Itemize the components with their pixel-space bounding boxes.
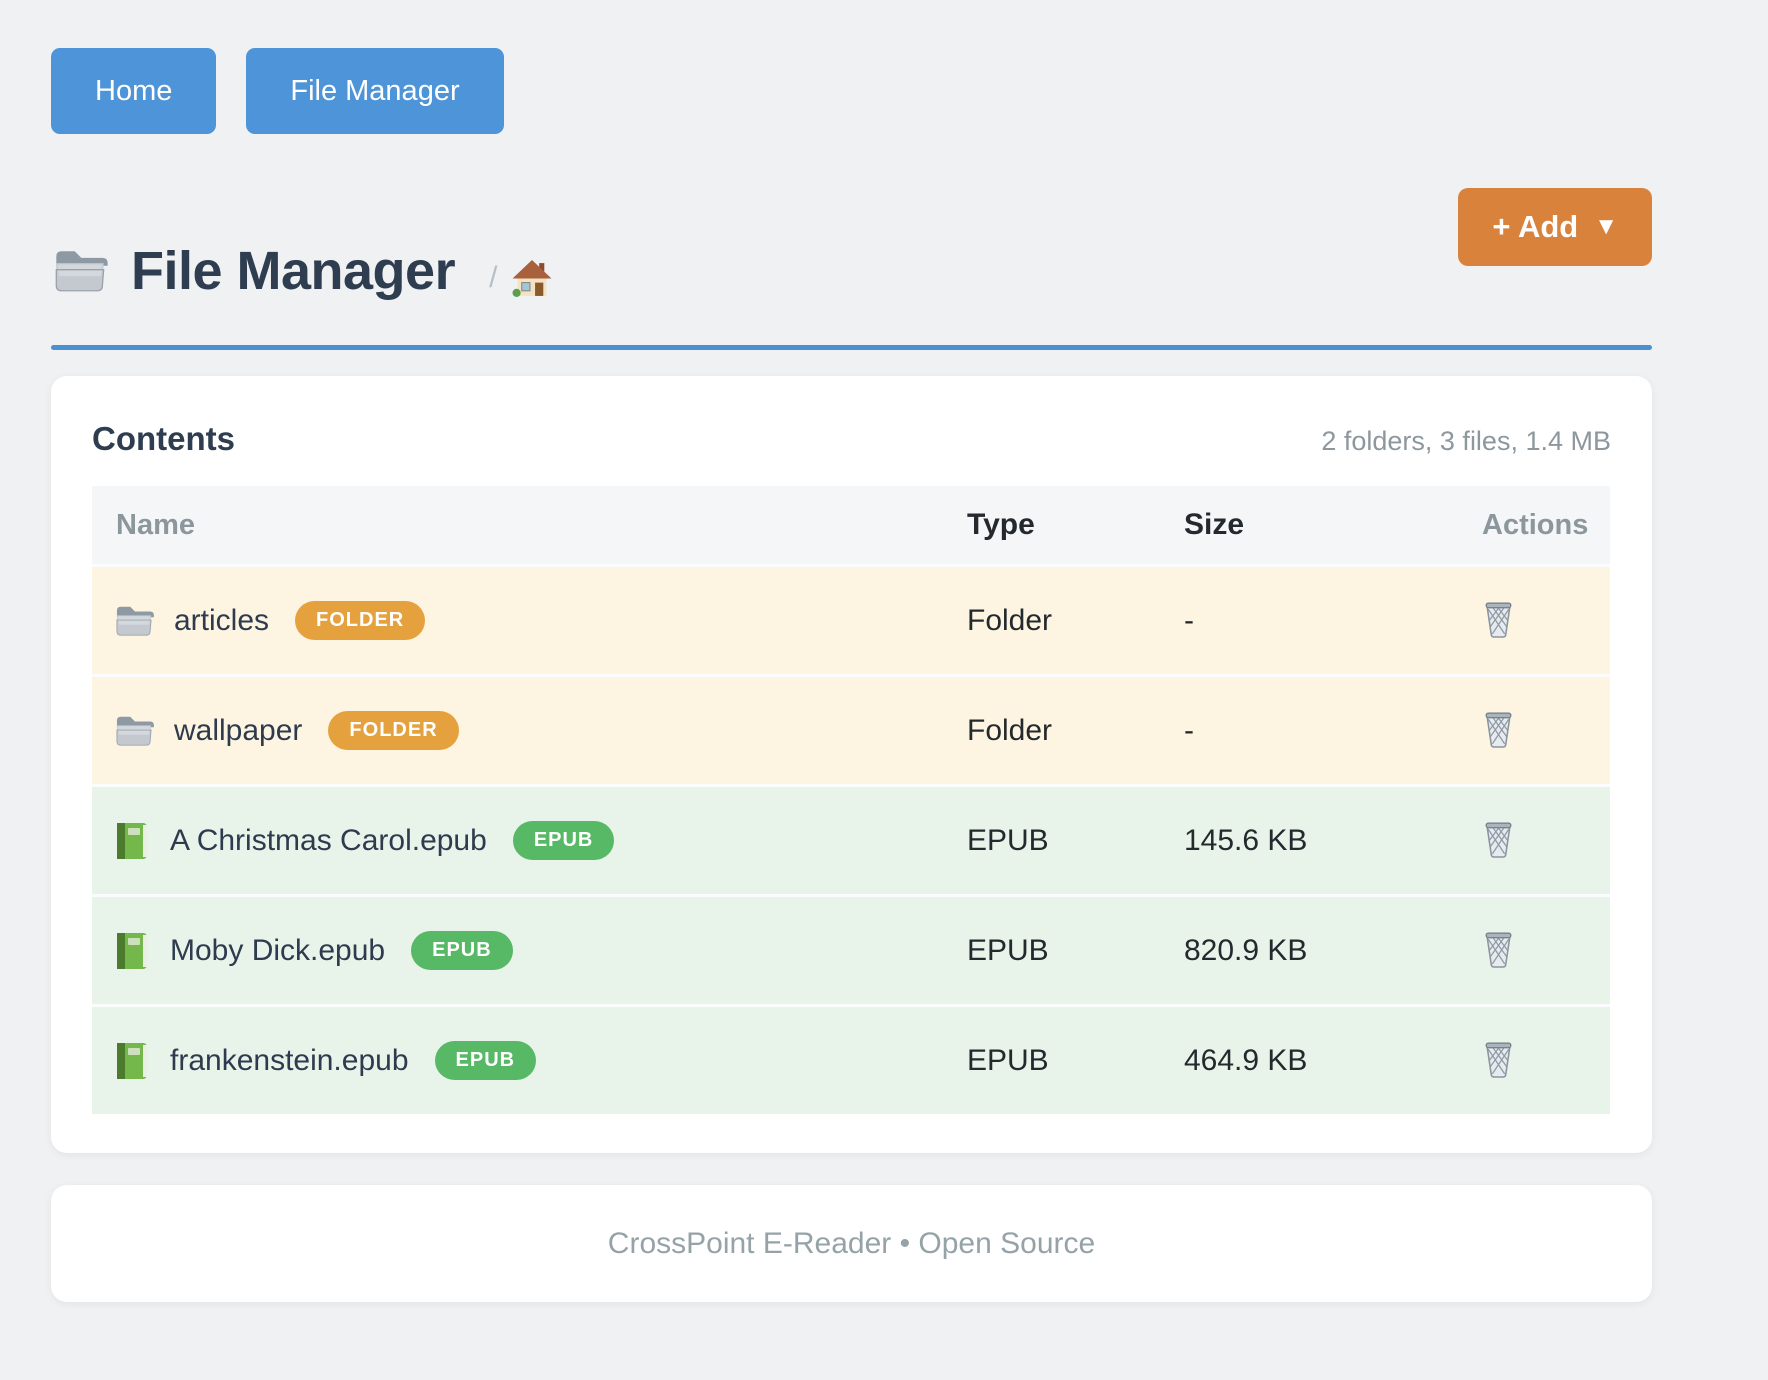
contents-card-header: Contents 2 folders, 3 files, 1.4 MB xyxy=(92,420,1611,458)
file-name-link[interactable]: frankenstein.epub xyxy=(170,1043,409,1077)
file-name-link[interactable]: wallpaper xyxy=(174,713,303,747)
file-type-badge: FOLDER xyxy=(328,711,459,750)
trash-icon xyxy=(1482,819,1515,858)
green-book-icon xyxy=(114,1041,150,1081)
actions-cell xyxy=(1470,819,1610,863)
actions-cell xyxy=(1470,599,1610,643)
actions-cell xyxy=(1470,709,1610,753)
file-name-cell: frankenstein.epub EPUB xyxy=(92,1041,967,1081)
delete-button[interactable] xyxy=(1482,599,1515,638)
green-book-icon xyxy=(114,931,150,971)
column-header-type: Type xyxy=(967,508,1035,541)
page: Home File Manager File Manager / + Add ▼… xyxy=(51,0,1652,1302)
green-book-icon xyxy=(114,821,150,861)
file-type-cell: Folder xyxy=(967,603,1053,637)
add-button-label: + Add xyxy=(1492,209,1579,244)
trash-icon xyxy=(1482,929,1515,968)
file-size-cell: - xyxy=(1184,713,1194,747)
page-header: File Manager / + Add ▼ xyxy=(51,188,1652,320)
contents-table: Name Type Size Actions articles FOLDER F… xyxy=(92,486,1610,1114)
column-header-size: Size xyxy=(1184,508,1245,541)
folder-icon xyxy=(114,713,155,749)
file-name-cell: articles FOLDER xyxy=(92,601,967,640)
file-name-link[interactable]: articles xyxy=(174,603,270,637)
add-button[interactable]: + Add ▼ xyxy=(1458,188,1652,266)
file-name-cell: A Christmas Carol.epub EPUB xyxy=(92,821,967,861)
column-header-name: Name xyxy=(116,508,195,541)
delete-button[interactable] xyxy=(1482,819,1515,858)
home-button[interactable]: Home xyxy=(51,48,217,134)
footer-text: CrossPoint E-Reader • Open Source xyxy=(607,1226,1096,1260)
home-icon[interactable] xyxy=(511,259,553,298)
file-type-cell: EPUB xyxy=(967,933,1049,967)
file-size-cell: - xyxy=(1184,603,1194,637)
column-header-actions: Actions xyxy=(1482,508,1589,541)
file-type-badge: EPUB xyxy=(512,821,615,860)
trash-icon xyxy=(1482,1039,1515,1078)
file-type-cell: EPUB xyxy=(967,823,1049,857)
header-divider xyxy=(51,345,1652,350)
table-row[interactable]: Moby Dick.epub EPUB EPUB 820.9 KB xyxy=(92,894,1610,1004)
file-type-badge: EPUB xyxy=(411,931,513,970)
contents-summary: 2 folders, 3 files, 1.4 MB xyxy=(1321,426,1611,456)
chevron-down-icon: ▼ xyxy=(1594,213,1618,240)
file-type-cell: EPUB xyxy=(967,1043,1049,1077)
contents-table-body: articles FOLDER Folder - wallpaper FOLDE… xyxy=(92,564,1610,1114)
file-type-cell: Folder xyxy=(967,713,1053,747)
contents-heading: Contents xyxy=(92,420,235,457)
contents-card: Contents 2 folders, 3 files, 1.4 MB Name… xyxy=(51,376,1652,1153)
footer: CrossPoint E-Reader • Open Source xyxy=(51,1185,1652,1302)
file-type-badge: EPUB xyxy=(434,1041,537,1080)
file-size-cell: 820.9 KB xyxy=(1184,933,1308,967)
delete-button[interactable] xyxy=(1482,1039,1515,1078)
table-row[interactable]: A Christmas Carol.epub EPUB EPUB 145.6 K… xyxy=(92,784,1610,894)
file-manager-button[interactable]: File Manager xyxy=(246,48,504,134)
trash-icon xyxy=(1482,599,1515,638)
file-size-cell: 464.9 KB xyxy=(1184,1043,1308,1077)
delete-button[interactable] xyxy=(1482,709,1515,748)
file-name-link[interactable]: Moby Dick.epub xyxy=(170,933,386,967)
table-header-row: Name Type Size Actions xyxy=(92,486,1610,564)
delete-button[interactable] xyxy=(1482,929,1515,968)
table-row[interactable]: frankenstein.epub EPUB EPUB 464.9 KB xyxy=(92,1004,1610,1114)
actions-cell xyxy=(1470,929,1610,973)
file-name-cell: wallpaper FOLDER xyxy=(92,711,967,750)
table-row[interactable]: articles FOLDER Folder - xyxy=(92,564,1610,674)
folder-title-icon xyxy=(51,246,109,296)
folder-icon xyxy=(114,603,155,639)
page-title: File Manager xyxy=(131,241,456,301)
breadcrumb: / xyxy=(489,259,553,298)
actions-cell xyxy=(1470,1039,1610,1083)
table-row[interactable]: wallpaper FOLDER Folder - xyxy=(92,674,1610,784)
file-size-cell: 145.6 KB xyxy=(1184,823,1308,857)
file-type-badge: FOLDER xyxy=(295,601,426,640)
file-name-cell: Moby Dick.epub EPUB xyxy=(92,931,967,971)
title-group: File Manager / xyxy=(51,240,553,302)
breadcrumb-separator: / xyxy=(489,261,498,294)
trash-icon xyxy=(1482,709,1515,748)
file-name-link[interactable]: A Christmas Carol.epub xyxy=(170,823,487,857)
top-nav: Home File Manager xyxy=(51,48,1652,134)
